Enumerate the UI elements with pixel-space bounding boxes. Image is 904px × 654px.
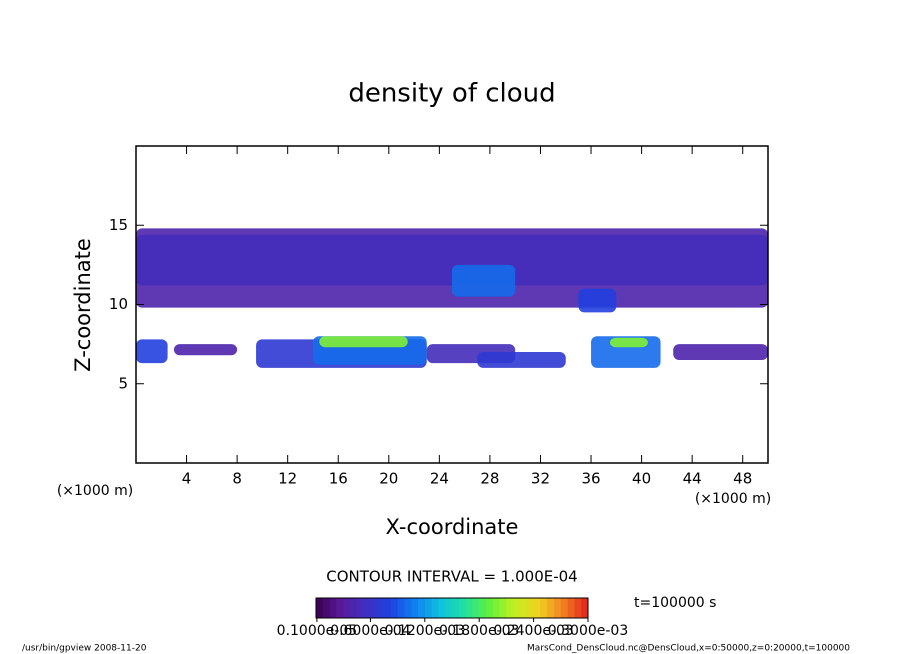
colorbar-segment <box>533 598 541 618</box>
colorbar-segment <box>377 598 385 618</box>
colorbar-segment <box>343 598 351 618</box>
colorbar-segment <box>452 598 460 618</box>
colorbar-segment <box>560 598 569 618</box>
colorbar-segment <box>465 598 473 618</box>
colorbar-segment <box>445 598 453 618</box>
colorbar-segment <box>526 598 535 618</box>
colorbar-segment <box>370 598 378 618</box>
colorbar-segment <box>574 598 582 618</box>
colorbar-segment <box>492 598 501 618</box>
colorbar-segment <box>499 598 507 618</box>
x-tick-label: 40 <box>632 470 651 488</box>
x-tick-label: 36 <box>581 470 600 488</box>
colorbar-segment <box>336 598 344 618</box>
colorbar-segment <box>322 598 331 618</box>
cloud-region <box>319 336 408 348</box>
footer-right: MarsCond_DensCloud.nc@DensCloud,x=0:5000… <box>527 644 850 654</box>
colorbar-tick-label: 0.6000e-04 <box>330 623 411 639</box>
cloud-region <box>136 234 768 286</box>
x-tick-label: 12 <box>278 470 297 488</box>
x-unit-left: (×1000 m) <box>57 483 133 499</box>
colorbar-segment <box>513 598 521 618</box>
colorbar-segment <box>438 598 446 618</box>
contour-interval: CONTOUR INTERVAL = 1.000E-04 <box>326 568 577 586</box>
colorbar-tick-label: 0.3000e-03 <box>548 623 628 639</box>
colorbar-segment <box>458 598 467 618</box>
cloud-region <box>173 344 238 356</box>
colorbar-tick-label: 0.1800e-03 <box>439 623 519 639</box>
colorbar-segment <box>540 598 548 618</box>
colorbar-segment <box>404 598 412 618</box>
colorbar-tick-label: 0.1000e-05 <box>277 623 357 639</box>
colorbar-segment <box>356 598 365 618</box>
colorbar-segment <box>424 598 433 618</box>
chart-title: density of cloud <box>348 79 555 109</box>
x-tick-label: 32 <box>531 470 550 488</box>
cloud-region <box>452 264 516 297</box>
x-tick-label: 20 <box>379 470 398 488</box>
colorbar-tick-label: 0.1200e-03 <box>385 623 465 639</box>
colorbar-segment <box>554 598 562 618</box>
colorbar-segment <box>384 598 392 618</box>
x-tick-label: 16 <box>329 470 348 488</box>
colorbar-segment <box>411 598 419 618</box>
cloud-region <box>578 288 617 313</box>
colorbar-segment <box>431 598 439 618</box>
x-tick-label: 24 <box>430 470 449 488</box>
colorbar-segment <box>363 598 371 618</box>
colorbar-frame <box>315 597 589 619</box>
cloud-region <box>673 344 768 360</box>
colorbar-segment <box>472 598 480 618</box>
colorbar-segment <box>567 598 575 618</box>
colorbar-segment <box>316 598 324 618</box>
colorbar-segment <box>397 598 405 618</box>
y-tick-label: 15 <box>109 216 128 234</box>
cloud-region <box>136 339 168 364</box>
x-tick-label: 8 <box>232 470 242 488</box>
colorbar-segment <box>350 598 358 618</box>
x-axis-label: X-coordinate <box>386 515 519 539</box>
x-tick-label: 48 <box>733 470 752 488</box>
colorbar-segment <box>581 598 589 618</box>
x-tick-label: 4 <box>182 470 192 488</box>
footer-left: /usr/bin/gpview 2008-11-20 <box>22 644 147 654</box>
x-unit-right: (×1000 m) <box>695 491 771 507</box>
colorbar-segment <box>547 598 555 618</box>
colorbar-segment <box>390 598 399 618</box>
colorbar-tick-label: 0.2400e-03 <box>493 623 573 639</box>
y-tick-label: 5 <box>118 374 128 392</box>
y-axis-label: Z-coordinate <box>71 238 95 372</box>
colorbar-segment <box>479 598 487 618</box>
colorbar-segment <box>520 598 528 618</box>
colorbar-segment <box>329 598 337 618</box>
colorbar-segment <box>486 598 494 618</box>
cloud-region <box>477 352 566 368</box>
time-label: t=100000 s <box>634 595 716 611</box>
x-tick-label: 44 <box>683 470 702 488</box>
y-tick-label: 10 <box>109 295 128 313</box>
x-tick-label: 28 <box>480 470 499 488</box>
colorbar-segment <box>506 598 514 618</box>
colorbar-segment <box>418 598 426 618</box>
cloud-region <box>610 337 648 348</box>
